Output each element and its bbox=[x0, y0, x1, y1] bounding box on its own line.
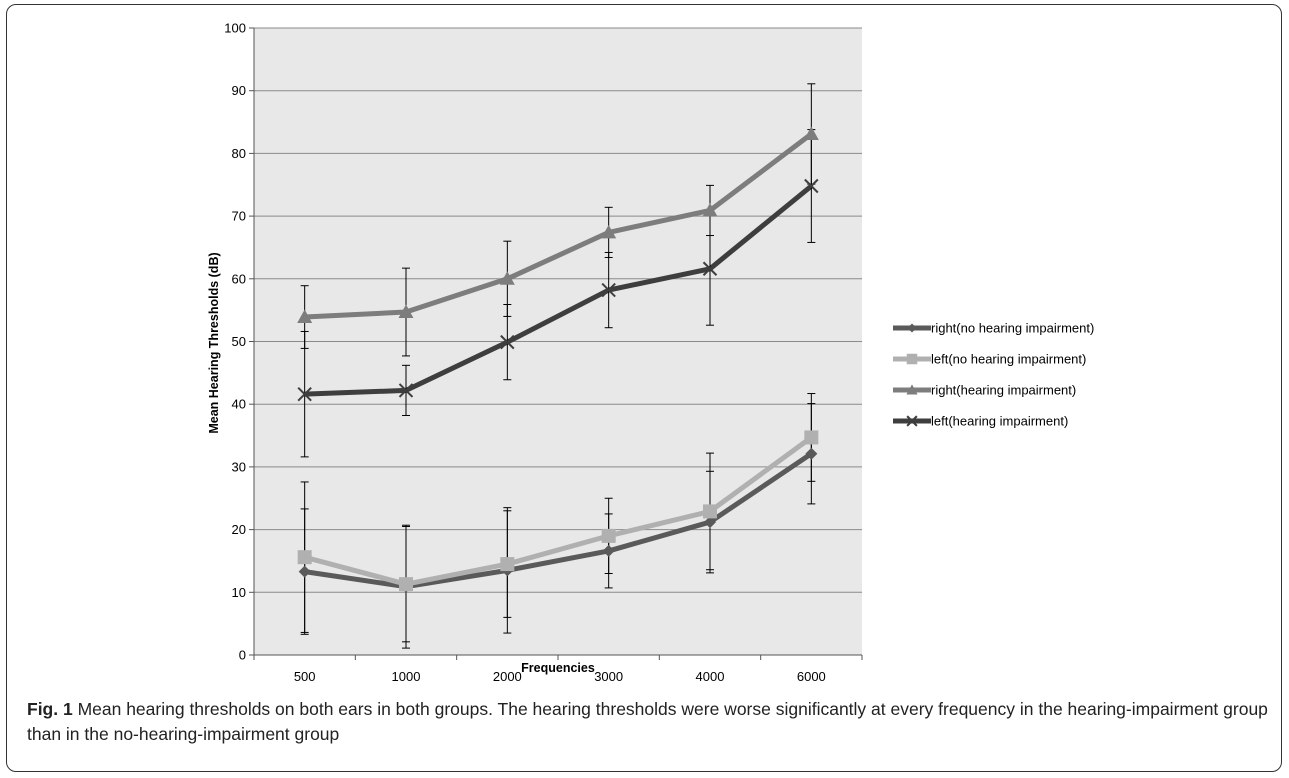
data-point bbox=[601, 528, 616, 543]
x-tick-label: 2000 bbox=[493, 669, 522, 684]
legend-item: left(no hearing impairment) bbox=[893, 352, 1086, 367]
x-tick-label: 6000 bbox=[797, 669, 826, 684]
legend-label: left(hearing impairment) bbox=[931, 414, 1068, 429]
legend-label: right(hearing impairment) bbox=[931, 383, 1076, 398]
series-line bbox=[304, 451, 813, 590]
y-tick-label: 80 bbox=[232, 146, 246, 161]
data-point bbox=[805, 447, 818, 460]
legend-marker bbox=[906, 384, 918, 395]
x-tick-label: 500 bbox=[294, 669, 316, 684]
data-point bbox=[398, 304, 414, 319]
data-point bbox=[298, 565, 311, 578]
caption-text: Mean hearing thresholds on both ears in … bbox=[27, 699, 1268, 744]
legend-label: right(no hearing impairment) bbox=[931, 321, 1094, 336]
y-tick-label: 50 bbox=[232, 334, 246, 349]
y-tick-label: 100 bbox=[224, 21, 246, 36]
data-point bbox=[703, 504, 717, 519]
y-axis-title: Mean Hearing Thresholds (dB) bbox=[207, 252, 221, 433]
y-tick-label: 70 bbox=[232, 209, 246, 224]
y-tick-label: 0 bbox=[239, 648, 246, 663]
data-point bbox=[602, 544, 615, 557]
y-tick-label: 30 bbox=[232, 459, 246, 474]
data-point bbox=[704, 516, 716, 529]
legend-item: right(hearing impairment) bbox=[893, 383, 1076, 398]
data-point bbox=[297, 550, 312, 565]
data-point bbox=[297, 386, 312, 402]
figure-caption: Fig. 1 Mean hearing thresholds on both e… bbox=[27, 697, 1277, 747]
x-tick-label: 4000 bbox=[696, 669, 725, 684]
y-tick-label: 40 bbox=[232, 397, 246, 412]
x-marker-stroke bbox=[702, 261, 718, 276]
caption-label: Fig. 1 bbox=[27, 699, 73, 719]
data-point bbox=[500, 334, 515, 350]
data-point bbox=[399, 577, 413, 592]
data-point bbox=[601, 224, 617, 239]
y-tick-label: 10 bbox=[232, 585, 246, 600]
data-point bbox=[702, 202, 718, 217]
legend-marker bbox=[906, 415, 918, 427]
data-point bbox=[804, 430, 819, 445]
data-point bbox=[803, 126, 819, 140]
line-chart: 0 10 20 30 40 50 60 70 80 90 100 500 1000 2000 3000 400… bbox=[207, 21, 1094, 685]
figure-frame: 0 10 20 30 40 50 60 70 80 90 100 500 1000 2000 3000 400… bbox=[6, 4, 1282, 772]
x-marker-stroke bbox=[398, 383, 414, 398]
x-marker-stroke bbox=[906, 415, 918, 427]
legend-item: left(hearing impairment) bbox=[893, 414, 1068, 429]
y-tick-label: 20 bbox=[232, 522, 246, 537]
series-line bbox=[304, 131, 813, 320]
x-marker-stroke bbox=[297, 386, 312, 402]
data-point bbox=[804, 178, 819, 194]
x-marker-stroke bbox=[601, 282, 616, 298]
data-point bbox=[499, 271, 515, 285]
legend-marker bbox=[907, 323, 917, 333]
data-point bbox=[601, 282, 616, 298]
legend-marker bbox=[906, 353, 918, 365]
x-marker-stroke bbox=[804, 178, 819, 194]
x-tick-label: 1000 bbox=[392, 669, 421, 684]
y-tick-label: 60 bbox=[232, 271, 246, 286]
data-point bbox=[500, 557, 515, 572]
legend-label: left(no hearing impairment) bbox=[931, 352, 1086, 367]
x-axis-title: Frequencies bbox=[521, 661, 595, 675]
data-point bbox=[702, 261, 718, 276]
series-line bbox=[304, 184, 813, 397]
legend-item: right(no hearing impairment) bbox=[893, 321, 1094, 336]
data-point bbox=[297, 309, 313, 324]
x-marker-stroke bbox=[500, 334, 515, 350]
y-tick-label: 90 bbox=[232, 83, 246, 98]
data-point bbox=[398, 383, 414, 398]
series-line bbox=[304, 435, 813, 587]
x-tick-label: 3000 bbox=[594, 669, 623, 684]
